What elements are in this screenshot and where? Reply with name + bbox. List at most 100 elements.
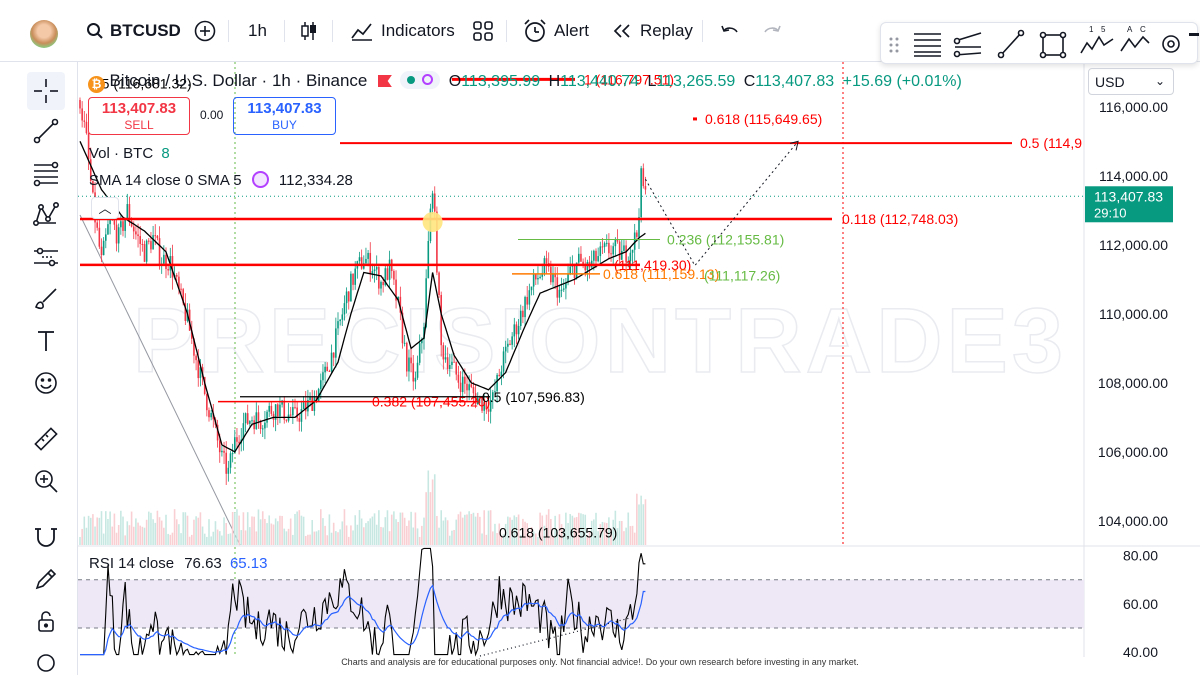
candle-body xyxy=(380,281,382,289)
volume-bar xyxy=(575,517,578,545)
elliott-wave-abc-icon[interactable]: A C xyxy=(1120,25,1150,52)
change-value: +15.69 (+0.01%) xyxy=(842,73,962,90)
volume-bar xyxy=(199,512,202,545)
interval-button[interactable]: 1h xyxy=(248,18,267,44)
line-icon[interactable] xyxy=(997,29,1025,59)
candle-body xyxy=(496,374,498,392)
volume-bar xyxy=(300,515,303,545)
pattern-tool[interactable] xyxy=(27,196,65,234)
volume-bar xyxy=(160,520,163,545)
symbol-title[interactable]: Bitcoin / U.S. Dollar · 1h · Binance xyxy=(109,71,368,90)
volume-bar xyxy=(584,514,587,545)
volume-bar xyxy=(556,530,559,545)
drag-handle-icon[interactable] xyxy=(889,37,899,53)
volume-bar xyxy=(242,512,245,545)
volume-bar xyxy=(554,515,556,545)
chart-type-button[interactable] xyxy=(298,18,320,44)
hide-tool[interactable] xyxy=(27,644,65,675)
volume-bar xyxy=(455,519,458,545)
text-tool[interactable] xyxy=(27,322,65,360)
candle xyxy=(515,321,518,344)
trash-icon[interactable] xyxy=(1189,33,1199,36)
parallel-channel-icon[interactable] xyxy=(953,32,982,58)
candle xyxy=(408,349,410,382)
candle-body xyxy=(126,204,129,219)
volume-bar xyxy=(332,522,335,545)
volume-bar xyxy=(307,534,309,545)
candle-body xyxy=(532,274,535,287)
redo-button[interactable] xyxy=(762,18,782,44)
layouts-button[interactable] xyxy=(472,18,494,44)
brush-tool[interactable] xyxy=(27,280,65,318)
volume-bar xyxy=(79,536,81,545)
replay-button[interactable]: Replay xyxy=(612,18,693,44)
candle-body xyxy=(208,410,210,418)
gear-icon[interactable] xyxy=(1162,35,1180,53)
candle-body xyxy=(255,412,258,430)
candle xyxy=(117,223,120,253)
currency-select[interactable]: USD ⌄ xyxy=(1088,68,1174,95)
alert-button[interactable]: Alert xyxy=(522,18,589,44)
crosshair-tool[interactable] xyxy=(27,72,65,110)
candle xyxy=(363,255,365,270)
lock-drawing-tool[interactable] xyxy=(27,560,65,598)
candle xyxy=(509,339,511,346)
candle xyxy=(623,239,625,252)
flag-icon[interactable] xyxy=(377,75,392,87)
lock-all-tool[interactable] xyxy=(27,602,65,640)
zoom-tool[interactable] xyxy=(27,462,65,500)
candle xyxy=(163,245,165,264)
status-dot-icon xyxy=(407,76,416,84)
candle-body xyxy=(249,421,251,424)
emoji-tool[interactable] xyxy=(27,364,65,402)
rectangle-icon[interactable] xyxy=(1039,31,1067,59)
elliott-wave-12345-icon[interactable]: 1 5 xyxy=(1080,25,1114,54)
ruler-tool[interactable] xyxy=(27,420,65,458)
fib-level-label: 1 (116,797.51) xyxy=(584,71,674,87)
candle-body xyxy=(89,159,92,181)
symbol-search[interactable]: BTCUSD xyxy=(86,18,181,44)
fib-tool[interactable] xyxy=(27,154,65,192)
avatar[interactable] xyxy=(30,20,58,48)
candle-body xyxy=(528,290,531,305)
emoji-icon xyxy=(35,372,57,394)
trend-line-tool[interactable] xyxy=(27,112,65,150)
candle xyxy=(451,353,453,370)
volume-bar xyxy=(489,510,492,545)
volume-bar xyxy=(289,518,292,545)
candle-body xyxy=(612,246,614,255)
volume-bar xyxy=(178,524,180,545)
candle xyxy=(590,250,593,270)
magnet-tool[interactable] xyxy=(27,518,65,556)
fib-level-label: 0.236 (112,155.81) xyxy=(667,231,784,247)
low-label: L xyxy=(647,73,657,90)
candle-body xyxy=(481,396,483,411)
undo-button[interactable] xyxy=(720,18,740,44)
compare-button[interactable] xyxy=(194,18,216,44)
volume-bar xyxy=(380,526,382,545)
candle-body xyxy=(231,453,234,455)
close-value: 113,407.83 xyxy=(755,73,835,90)
volume-legend[interactable]: Vol · BTC 8 xyxy=(89,145,170,162)
rsi-legend[interactable]: RSI 14 close 76.63 65.13 xyxy=(89,555,267,572)
volume-bar xyxy=(347,536,350,545)
prediction-tool[interactable] xyxy=(27,238,65,276)
volume-bar xyxy=(216,529,219,545)
buy-button[interactable]: 113,407.83 BUY xyxy=(233,97,336,135)
candle xyxy=(605,234,608,247)
candle-body xyxy=(320,380,322,390)
candle-body xyxy=(195,355,197,361)
candle xyxy=(304,390,307,420)
sell-button[interactable]: 113,407.83 SELL xyxy=(88,97,190,135)
indicators-button[interactable]: Indicators xyxy=(350,18,455,44)
fib-lines-icon[interactable] xyxy=(914,33,941,57)
collapse-legend-button[interactable]: ︿ xyxy=(91,197,119,219)
candle-body xyxy=(633,232,636,250)
candle xyxy=(547,252,550,272)
sma-legend[interactable]: SMA 14 close 0 SMA 5 112,334.28 xyxy=(89,171,353,189)
candle xyxy=(461,370,464,400)
volume-bar xyxy=(141,526,144,545)
candle-body xyxy=(203,376,206,394)
fib-level-label: 0.382 (107,455.20) xyxy=(372,394,490,410)
